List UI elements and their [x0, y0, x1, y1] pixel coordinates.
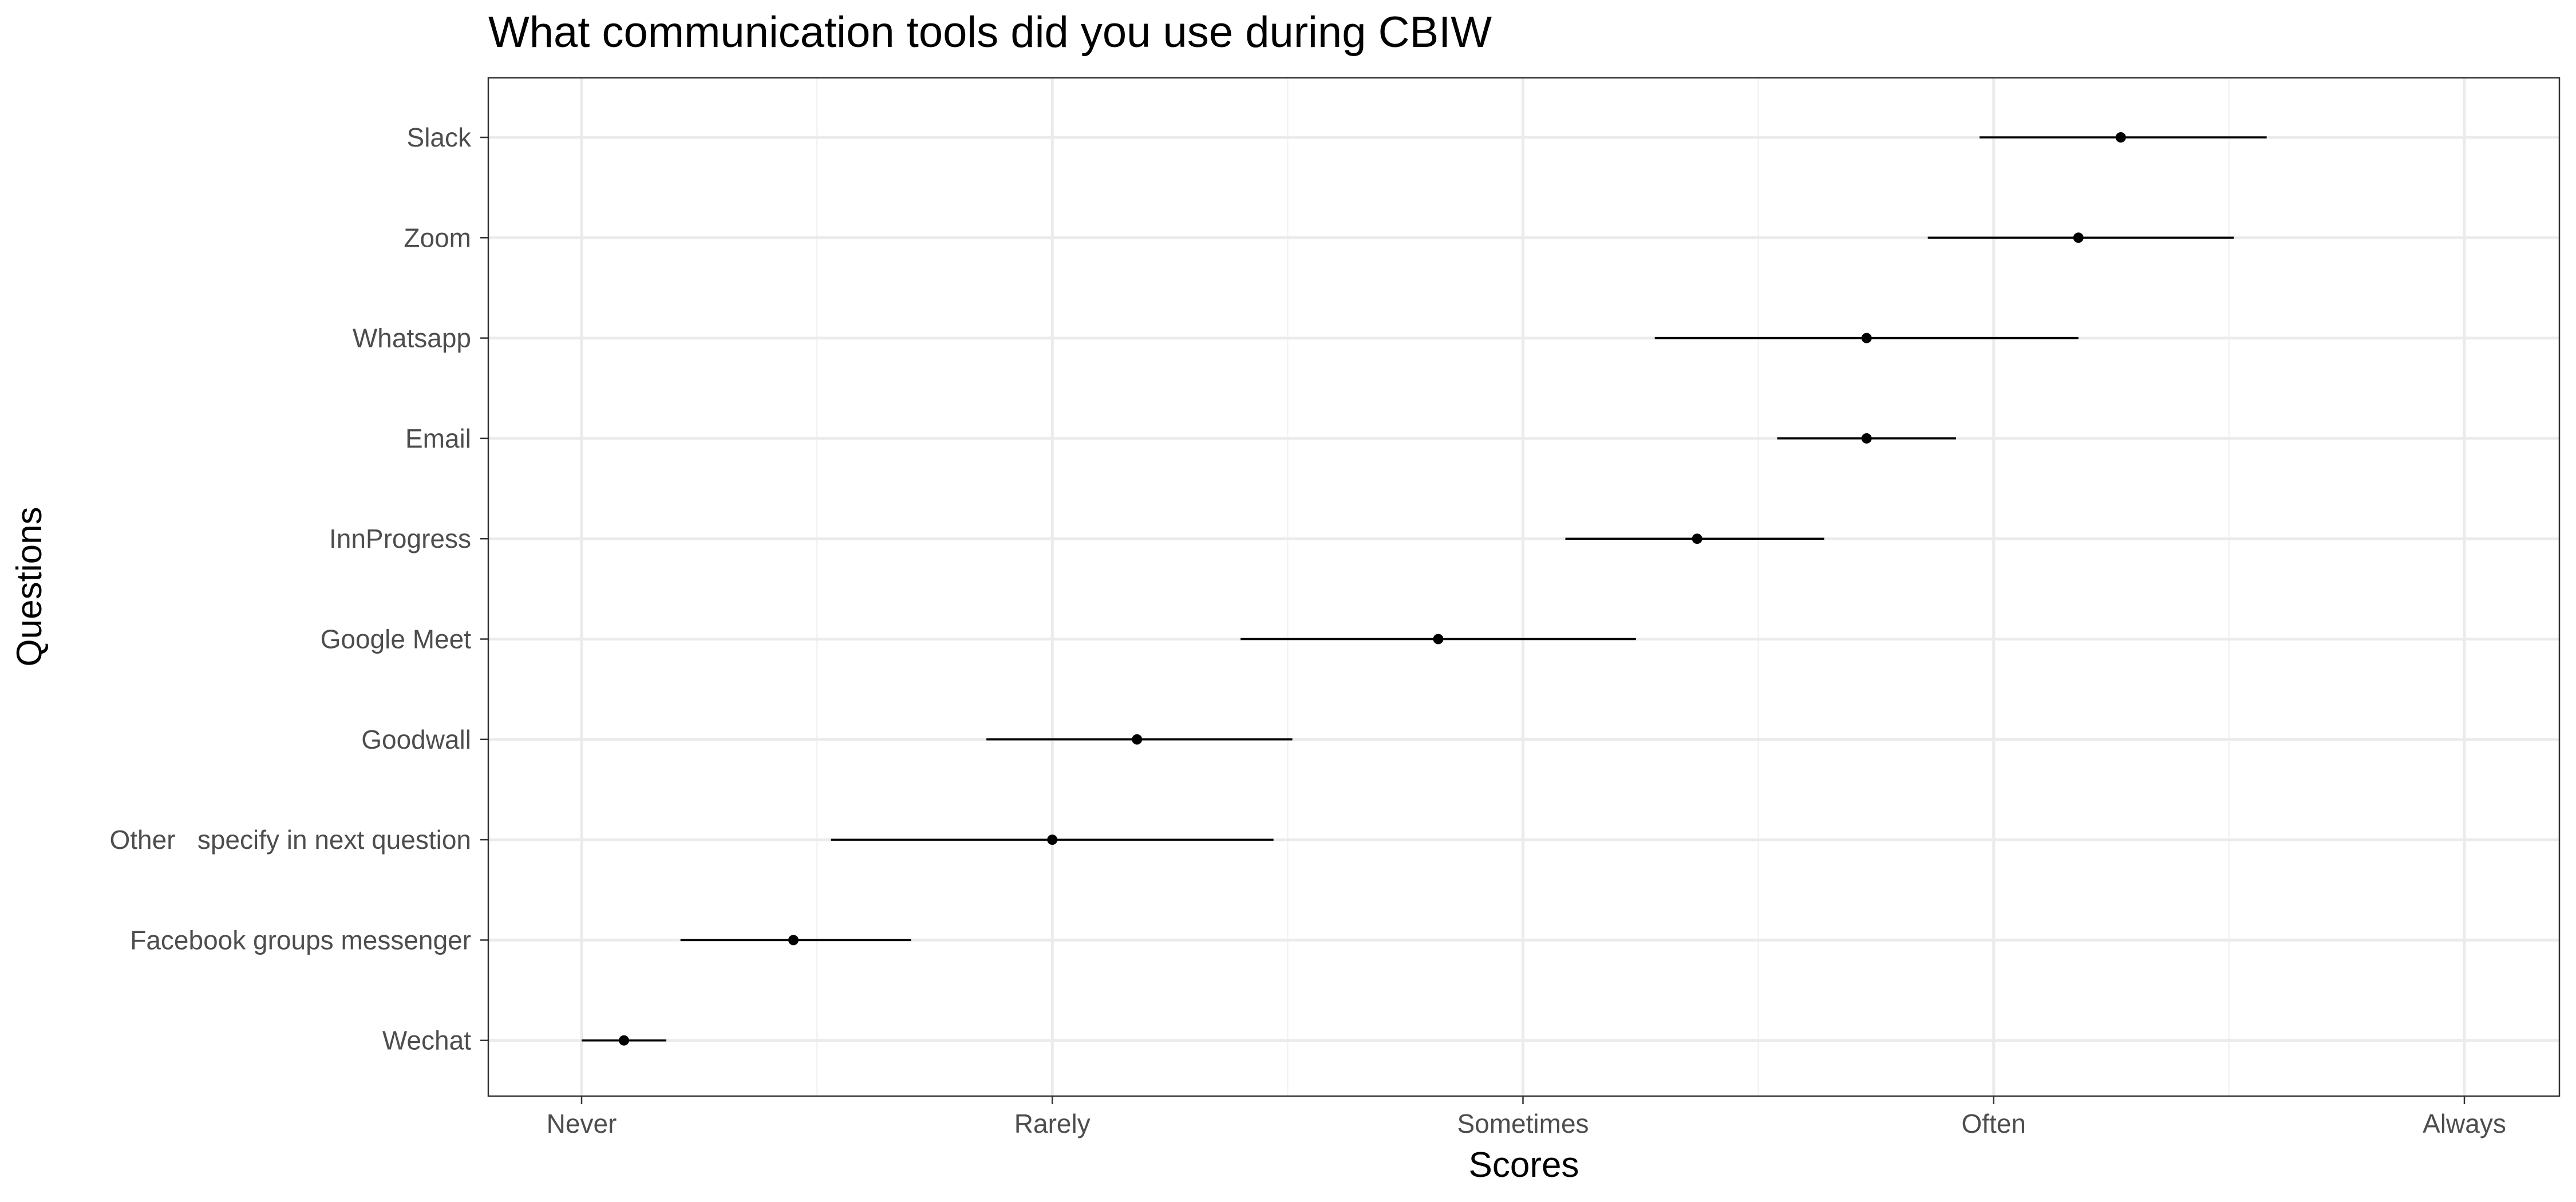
x-tick-label: Never: [547, 1109, 617, 1138]
y-tick-label: Wechat: [382, 1026, 471, 1055]
data-point: [2073, 232, 2084, 243]
chart-title: What communication tools did you use dur…: [488, 8, 1492, 57]
y-tick-label: Zoom: [404, 223, 471, 252]
grid-lines: [488, 78, 2559, 1096]
y-tick-label: Google Meet: [321, 624, 472, 654]
y-tick-label: Whatsapp: [353, 323, 471, 353]
y-tick-label: Other specify in next question: [109, 825, 471, 855]
y-tick-label: InnProgress: [329, 524, 471, 553]
data-point: [1692, 533, 1702, 544]
y-tick-label: Slack: [407, 122, 472, 152]
x-tick-label: Often: [1961, 1109, 2026, 1138]
data-marks: [582, 132, 2267, 1046]
data-point: [1861, 333, 1872, 343]
data-point: [1861, 433, 1872, 444]
x-tick-label: Sometimes: [1457, 1109, 1589, 1138]
data-point: [1132, 734, 1143, 745]
data-point: [2115, 132, 2126, 143]
y-tick-label: Goodwall: [361, 725, 471, 754]
data-point: [788, 935, 799, 946]
x-axis-title: Scores: [1469, 1145, 1579, 1185]
x-axis: Never Rarely Sometimes Often Always: [547, 1096, 2506, 1138]
x-tick-label: Always: [2423, 1109, 2506, 1138]
x-tick-label: Rarely: [1014, 1109, 1091, 1138]
data-point: [619, 1035, 630, 1046]
y-axis: Slack Zoom Whatsapp Email InnProgress Google …: [109, 122, 488, 1055]
data-point: [1047, 835, 1058, 845]
y-tick-label: Email: [405, 424, 471, 453]
y-tick-label: Facebook groups messenger: [130, 925, 471, 955]
data-point: [1433, 634, 1444, 645]
y-axis-title: Questions: [10, 507, 49, 666]
plot-panel-border: [487, 77, 2561, 1097]
